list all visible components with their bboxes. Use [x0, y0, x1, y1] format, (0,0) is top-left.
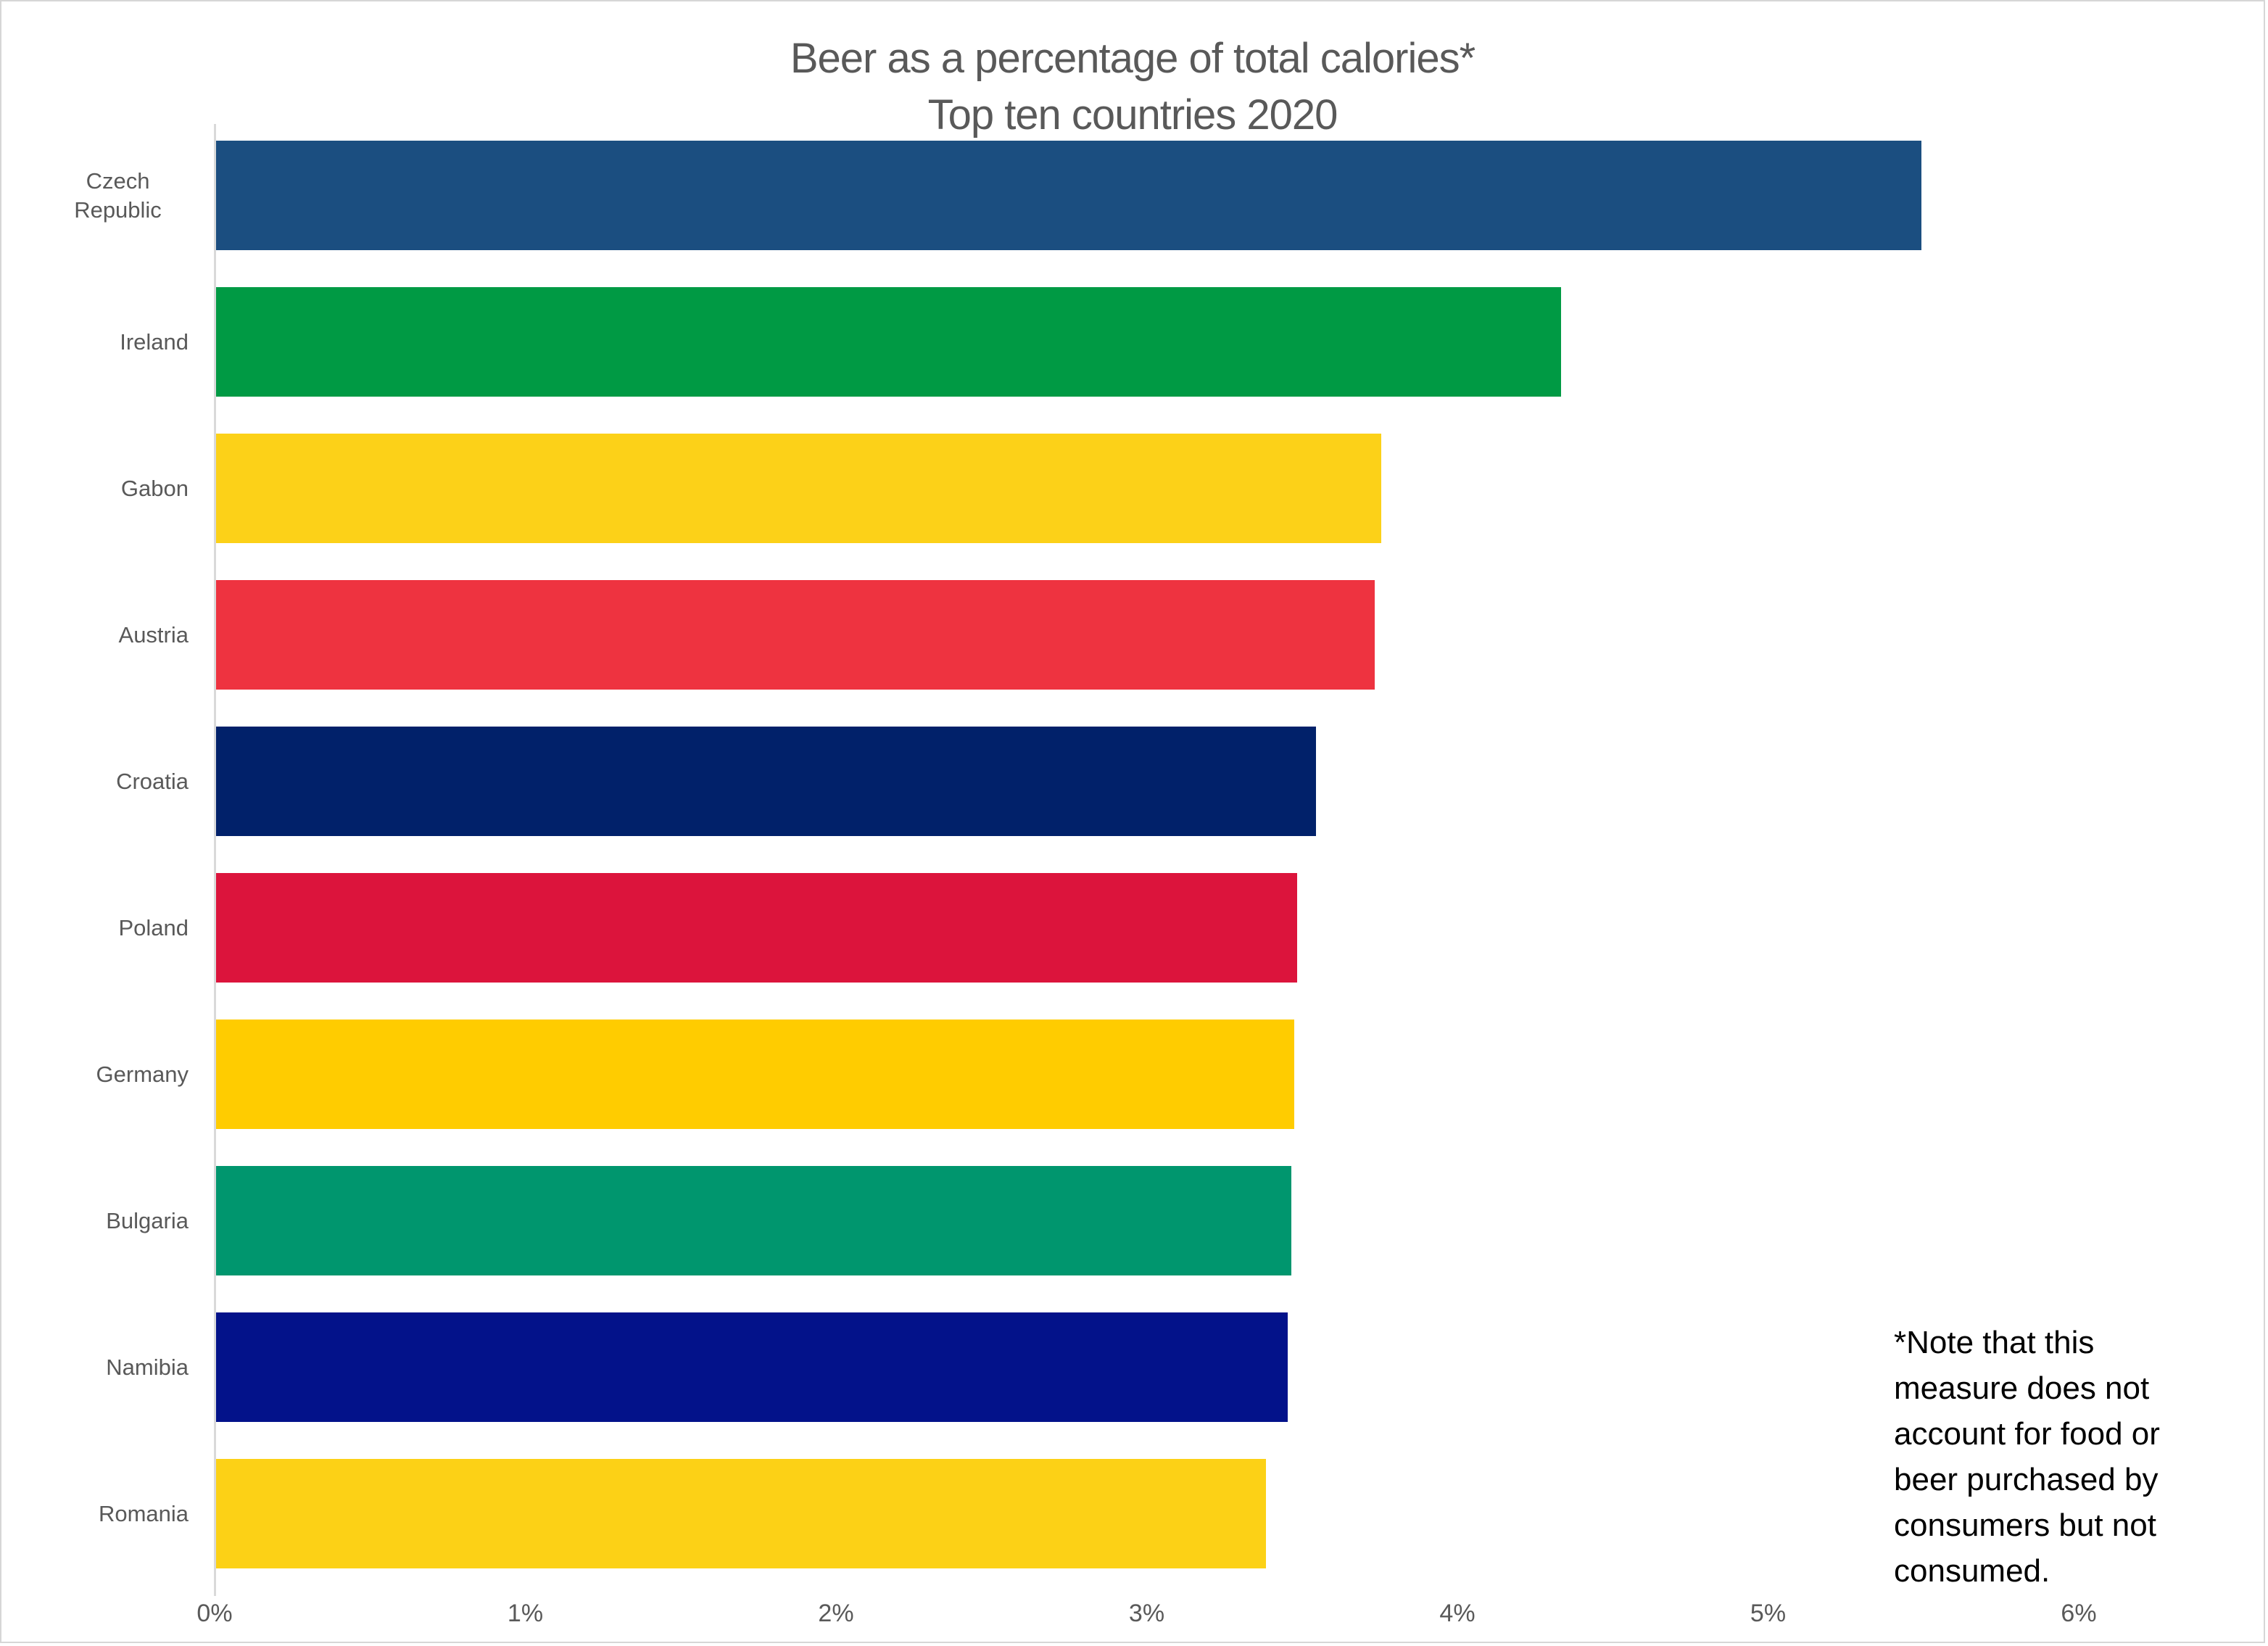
bar-gabon	[216, 434, 1381, 543]
x-tick-label-5: 5%	[1750, 1600, 1787, 1627]
category-label-croatia: Croatia	[1, 727, 189, 836]
category-label-text: Poland	[118, 914, 189, 940]
footnote-line-5: consumers but not	[1894, 1508, 2156, 1543]
bar-germany	[216, 1020, 1294, 1129]
category-label-text: Romania	[98, 1500, 189, 1526]
category-label-czech-republic: Czech Republic	[1, 141, 189, 250]
category-label-text: Czech Republic	[74, 168, 162, 223]
category-label-poland: Poland	[1, 873, 189, 983]
x-tick-label-3: 3%	[1128, 1600, 1165, 1627]
footnote-line-3: account for food or	[1894, 1416, 2160, 1452]
category-label-namibia: Namibia	[1, 1312, 189, 1422]
x-tick-label-4: 4%	[1439, 1600, 1476, 1627]
category-label-text: Namibia	[106, 1354, 189, 1380]
category-label-germany: Germany	[1, 1020, 189, 1129]
footnote: *Note that this measure does not account f…	[1894, 1320, 2256, 1594]
footnote-line-6: consumed.	[1894, 1553, 2050, 1589]
chart-title-line1: Beer as a percentage of total calories*	[790, 35, 1476, 82]
category-label-bulgaria: Bulgaria	[1, 1166, 189, 1275]
footnote-line-4: beer purchased by	[1894, 1462, 2159, 1497]
footnote-line-1: *Note that this	[1894, 1325, 2095, 1360]
category-label-text: Gabon	[120, 475, 189, 501]
footnote-line-2: measure does not	[1894, 1370, 2150, 1406]
category-label-ireland: Ireland	[1, 287, 189, 397]
x-axis-origin-tick	[214, 1587, 216, 1596]
category-label-text: Bulgaria	[106, 1207, 189, 1233]
bar-austria	[216, 580, 1375, 690]
category-label-austria: Austria	[1, 580, 189, 690]
bar-namibia	[216, 1312, 1288, 1422]
chart-title-line2: Top ten countries 2020	[927, 91, 1338, 138]
bar-croatia	[216, 727, 1316, 836]
bar-czech-republic	[216, 141, 1921, 250]
category-label-text: Germany	[96, 1061, 189, 1087]
category-label-text: Ireland	[120, 328, 189, 355]
category-label-romania: Romania	[1, 1459, 189, 1568]
category-label-gabon: Gabon	[1, 434, 189, 543]
x-tick-label-0: 0%	[196, 1600, 233, 1627]
bar-romania	[216, 1459, 1266, 1568]
bar-ireland	[216, 287, 1561, 397]
category-label-text: Croatia	[116, 768, 189, 794]
category-label-text: Austria	[118, 621, 189, 648]
chart-title: Beer as a percentage of total calories* …	[1, 30, 2264, 144]
x-tick-label-2: 2%	[818, 1600, 854, 1627]
bar-bulgaria	[216, 1166, 1291, 1275]
bar-poland	[216, 873, 1297, 983]
x-tick-label-1: 1%	[507, 1600, 544, 1627]
x-tick-label-6: 6%	[2061, 1600, 2097, 1627]
y-axis-line	[214, 124, 216, 1587]
